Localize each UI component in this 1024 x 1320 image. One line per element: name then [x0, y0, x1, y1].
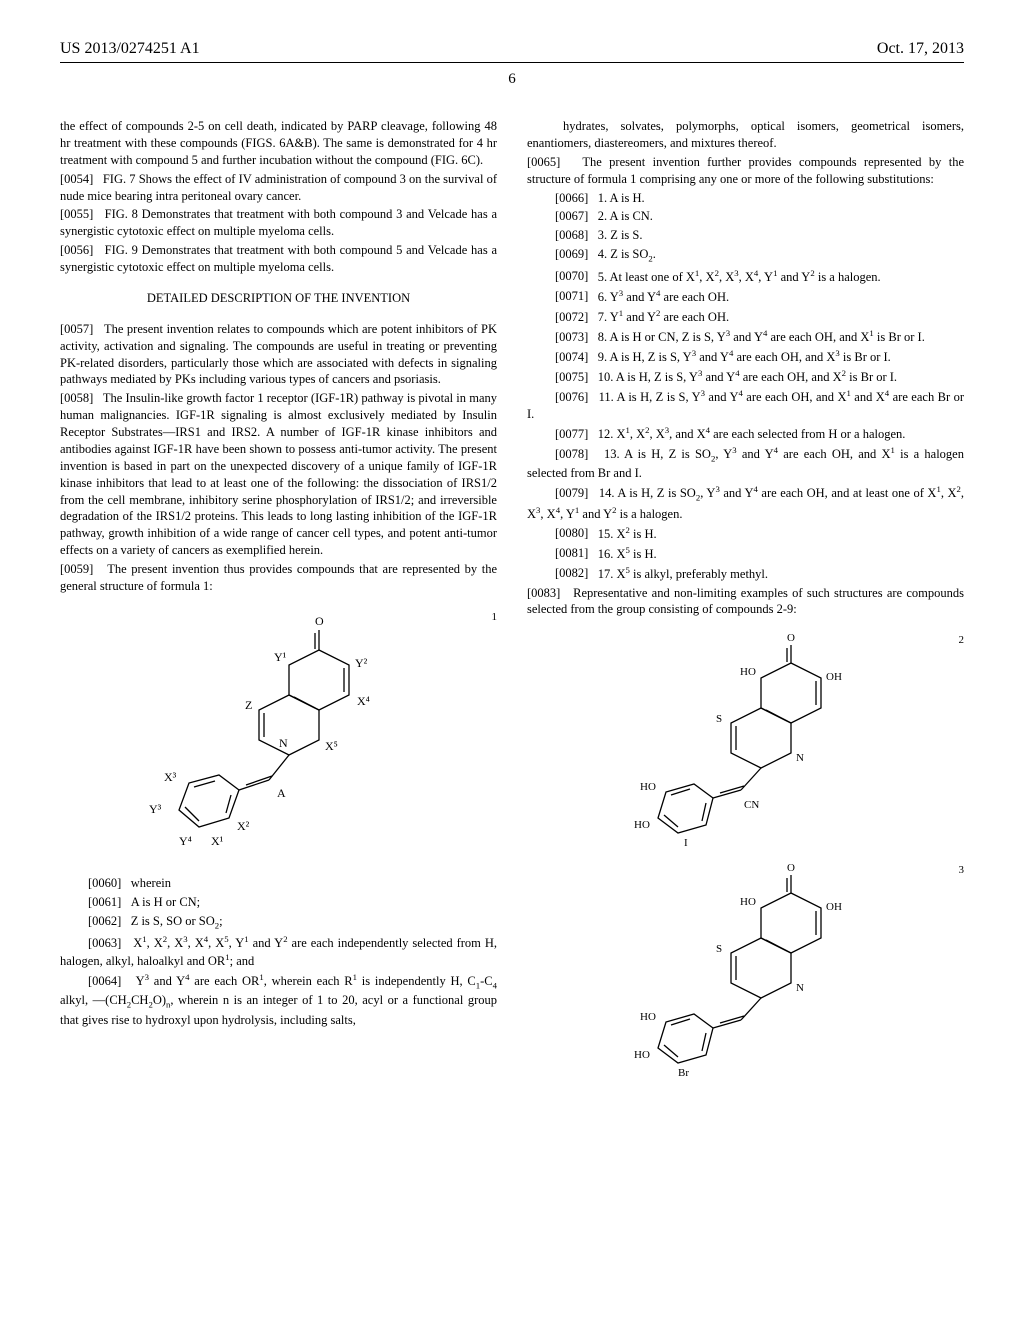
svg-text:A: A [277, 786, 286, 800]
para-0061: [0061] A is H or CN; [60, 894, 497, 911]
svg-text:OH: OH [826, 671, 842, 683]
svg-text:I: I [684, 837, 688, 848]
para-0063: [0063] X1, X2, X3, X4, X5, Y1 and Y2 are… [60, 934, 497, 970]
para-0066: [0066] 1. A is H. [527, 190, 964, 207]
para-cont-right: hydrates, solvates, polymorphs, optical … [527, 118, 964, 152]
molecule-2-svg: O HO OH S N HO HO I CN [616, 628, 876, 848]
right-column: hydrates, solvates, polymorphs, optical … [527, 118, 964, 1088]
svg-text:HO: HO [740, 666, 756, 678]
molecule-3-svg: O HO OH S N HO HO Br [616, 858, 876, 1078]
para-0056: [0056] FIG. 9 Demonstrates that treatmen… [60, 242, 497, 276]
svg-text:X⁵: X⁵ [325, 739, 338, 753]
para-0071: [0071] 6. Y3 and Y4 are each OH. [527, 287, 964, 305]
svg-text:Br: Br [678, 1067, 689, 1078]
para-0077: [0077] 12. X1, X2, X3, and X4 are each s… [527, 425, 964, 443]
svg-text:HO: HO [640, 1011, 656, 1023]
svg-text:O: O [787, 862, 795, 874]
para-0060: [0060] wherein [60, 875, 497, 892]
svg-text:N: N [796, 752, 804, 764]
svg-text:Y³: Y³ [149, 802, 162, 816]
page-header: US 2013/0274251 A1 Oct. 17, 2013 [60, 40, 964, 63]
page-number: 6 [60, 71, 964, 88]
para-0059: [0059] The present invention thus provid… [60, 561, 497, 595]
formula-3: 3 [527, 858, 964, 1078]
para-0070: [0070] 5. At least one of X1, X2, X3, X4… [527, 267, 964, 285]
svg-text:HO: HO [740, 896, 756, 908]
para-0067: [0067] 2. A is CN. [527, 208, 964, 225]
svg-text:Y¹: Y¹ [274, 650, 287, 664]
formula-1: 1 [60, 605, 497, 865]
content-columns: the effect of compounds 2-5 on cell deat… [60, 118, 964, 1088]
formula-2-label: 2 [959, 633, 965, 648]
svg-text:Z: Z [245, 698, 252, 712]
formula-3-label: 3 [959, 863, 965, 878]
para-0062: [0062] Z is S, SO or SO2; [60, 913, 497, 932]
para-0073: [0073] 8. A is H or CN, Z is S, Y3 and Y… [527, 328, 964, 346]
para-0082: [0082] 17. X5 is alkyl, preferably methy… [527, 564, 964, 582]
svg-text:N: N [279, 736, 288, 750]
para-0080: [0080] 15. X2 is H. [527, 524, 964, 542]
svg-text:X²: X² [237, 819, 250, 833]
svg-text:HO: HO [640, 781, 656, 793]
para-0075: [0075] 10. A is H, Z is S, Y3 and Y4 are… [527, 368, 964, 386]
para-0083: [0083] Representative and non-limiting e… [527, 585, 964, 619]
doc-date: Oct. 17, 2013 [877, 40, 964, 58]
para-cont: the effect of compounds 2-5 on cell deat… [60, 118, 497, 169]
svg-text:N: N [796, 982, 804, 994]
molecule-1-svg: O Y¹ Y² Z X⁴ X⁵ N X³ Y³ Y⁴ X¹ X² A [139, 605, 419, 865]
para-0058: [0058] The Insulin-like growth factor 1 … [60, 390, 497, 559]
svg-text:CN: CN [744, 799, 759, 811]
svg-text:S: S [716, 943, 722, 955]
svg-text:S: S [716, 713, 722, 725]
svg-text:OH: OH [826, 901, 842, 913]
svg-text:Y⁴: Y⁴ [179, 834, 192, 848]
svg-text:X¹: X¹ [211, 834, 224, 848]
para-0065: [0065] The present invention further pro… [527, 154, 964, 188]
section-heading: DETAILED DESCRIPTION OF THE INVENTION [60, 290, 497, 307]
svg-text:Y²: Y² [355, 656, 368, 670]
para-0057: [0057] The present invention relates to … [60, 321, 497, 389]
left-column: the effect of compounds 2-5 on cell deat… [60, 118, 497, 1088]
para-0076: [0076] 11. A is H, Z is S, Y3 and Y4 are… [527, 388, 964, 423]
para-0078: [0078] 13. A is H, Z is SO2, Y3 and Y4 a… [527, 445, 964, 482]
para-0069: [0069] 4. Z is SO2. [527, 246, 964, 265]
para-0068: [0068] 3. Z is S. [527, 227, 964, 244]
svg-text:X⁴: X⁴ [357, 694, 370, 708]
para-0079: [0079] 14. A is H, Z is SO2, Y3 and Y4 a… [527, 484, 964, 523]
svg-text:O: O [315, 614, 324, 628]
svg-text:HO: HO [634, 1049, 650, 1061]
svg-text:O: O [787, 632, 795, 644]
svg-text:X³: X³ [164, 770, 177, 784]
para-0054: [0054] FIG. 7 Shows the effect of IV adm… [60, 171, 497, 205]
svg-text:HO: HO [634, 819, 650, 831]
para-0074: [0074] 9. A is H, Z is S, Y3 and Y4 are … [527, 348, 964, 366]
para-0064: [0064] Y3 and Y4 are each OR1, wherein e… [60, 972, 497, 1029]
formula-2: 2 [527, 628, 964, 848]
doc-id: US 2013/0274251 A1 [60, 40, 200, 58]
para-0081: [0081] 16. X5 is H. [527, 544, 964, 562]
para-0055: [0055] FIG. 8 Demonstrates that treatmen… [60, 206, 497, 240]
formula-1-label: 1 [492, 610, 498, 625]
para-0072: [0072] 7. Y1 and Y2 are each OH. [527, 308, 964, 326]
